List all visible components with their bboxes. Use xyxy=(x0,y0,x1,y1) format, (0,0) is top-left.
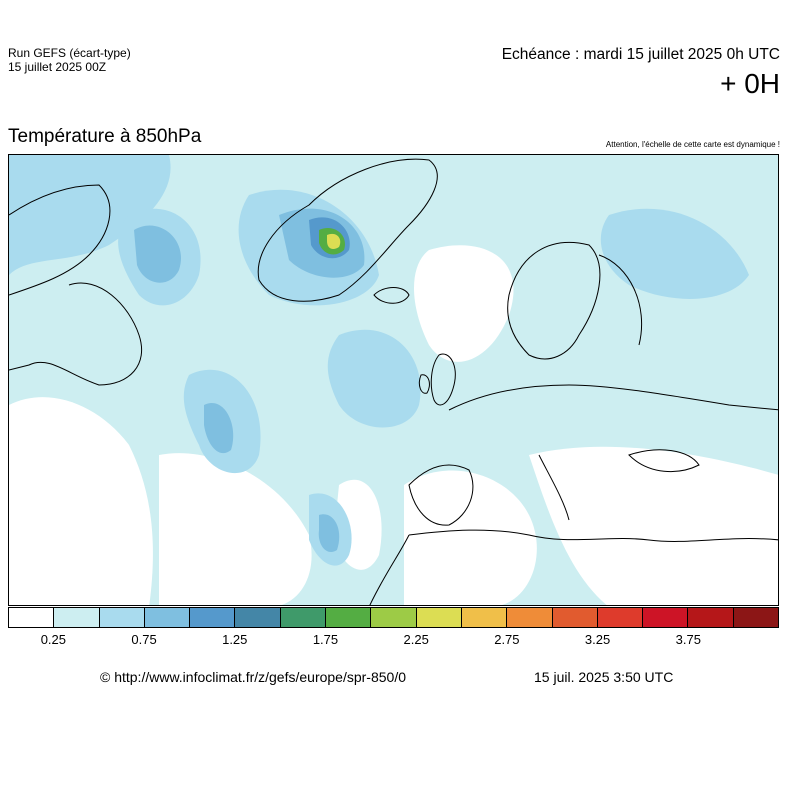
color-scale-legend xyxy=(8,607,779,628)
legend-swatch xyxy=(54,608,100,627)
legend-swatch xyxy=(507,608,553,627)
forecast-valid-time: Echéance : mardi 15 juillet 2025 0h UTC xyxy=(501,46,780,63)
legend-tick-label: 1.75 xyxy=(312,632,339,647)
lead-time: + 0H xyxy=(720,68,780,99)
legend-swatch xyxy=(190,608,236,627)
low-spread-areas xyxy=(9,245,778,605)
legend-tick-label: 3.25 xyxy=(584,632,611,647)
legend-swatch xyxy=(280,608,327,627)
legend-swatch xyxy=(643,608,689,627)
legend-swatch xyxy=(688,608,734,627)
forecast-map xyxy=(8,154,779,606)
legend-swatch xyxy=(552,608,598,627)
run-label: Run GEFS (écart-type) xyxy=(8,46,131,60)
source-url[interactable]: © http://www.infoclimat.fr/z/gefs/europe… xyxy=(100,669,407,685)
coastlines xyxy=(9,158,778,605)
legend-swatch xyxy=(99,608,145,627)
legend-swatch xyxy=(733,608,779,627)
legend-swatch xyxy=(326,608,372,627)
legend-swatch xyxy=(597,608,644,627)
legend-tick-label: 1.25 xyxy=(222,632,248,647)
parameter-title: Température à 850hPa xyxy=(8,126,202,147)
legend-swatch xyxy=(371,608,417,627)
elevated-spread-areas xyxy=(134,208,365,553)
legend-tick-labels: 0.25 0.75 1.25 1.75 2.25 2.75 3.25 3.75 xyxy=(8,632,779,648)
legend-swatch xyxy=(461,608,508,627)
legend-swatch xyxy=(416,608,462,627)
dynamic-scale-warning: Attention, l'échelle de cette carte est … xyxy=(605,140,780,149)
legend-swatch xyxy=(9,608,55,627)
run-date: 15 juillet 2025 00Z xyxy=(8,60,107,74)
legend-tick-label: 0.75 xyxy=(131,632,157,647)
legend-tick-label: 0.25 xyxy=(40,632,66,647)
max-spread-core xyxy=(319,227,345,255)
map-canvas xyxy=(9,155,778,605)
legend-swatch xyxy=(144,608,191,627)
legend-tick-label: 3.75 xyxy=(675,632,701,647)
legend-tick-label: 2.25 xyxy=(403,632,429,647)
legend-tick-label: 2.75 xyxy=(494,632,520,647)
generation-timestamp: 15 juil. 2025 3:50 UTC xyxy=(534,669,674,685)
legend-swatch xyxy=(235,608,281,627)
run-info: Run GEFS (écart-type) 15 juillet 2025 00… xyxy=(8,46,131,74)
